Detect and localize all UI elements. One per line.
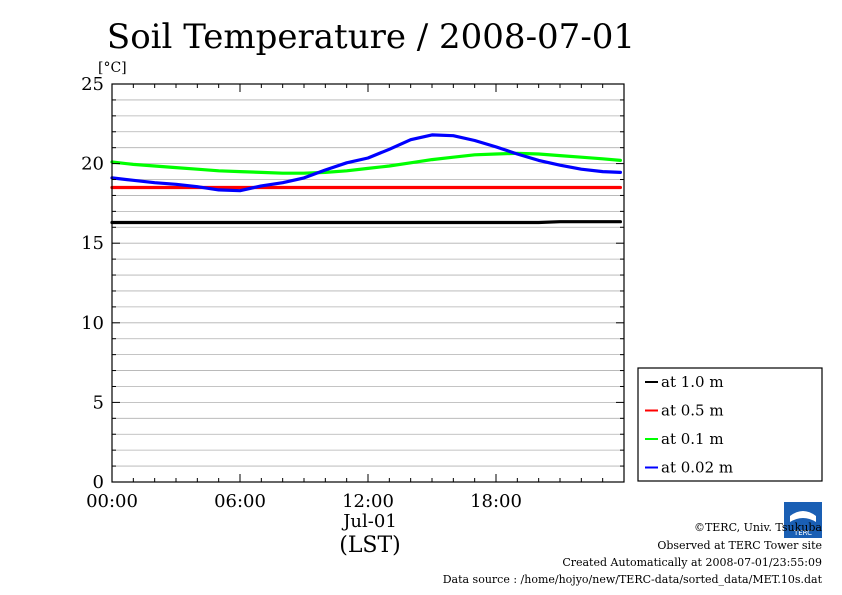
y-axis-unit: [°C] — [98, 60, 127, 76]
credit-source: Data source : /home/hojyo/new/TERC-data/… — [443, 573, 823, 586]
y-tick-label: 5 — [93, 392, 104, 413]
credit-created: Created Automatically at 2008-07-01/23:5… — [562, 556, 822, 569]
plot-frame — [111, 83, 625, 483]
x-axis-label: (LST) — [339, 533, 401, 558]
legend-label: at 0.1 m — [661, 430, 724, 448]
x-ticks: 00:00 06:00 12:00 18:00 — [86, 84, 625, 512]
legend-label: at 0.02 m — [661, 459, 733, 477]
x-date-label: Jul-01 — [341, 511, 397, 532]
y-ticks: 0 5 10 15 20 25 — [81, 74, 624, 493]
series-line — [110, 133, 623, 193]
chart-title: Soil Temperature / 2008-07-01 — [107, 17, 635, 57]
y-tick-label: 25 — [81, 74, 104, 95]
grid — [112, 99, 624, 467]
legend-label: at 1.0 m — [661, 373, 724, 391]
series-group — [110, 133, 623, 225]
x-tick-label: 18:00 — [470, 491, 522, 512]
x-tick-label: 12:00 — [342, 491, 394, 512]
x-tick-label: 06:00 — [214, 491, 266, 512]
legend: at 1.0 m at 0.5 m at 0.1 m at 0.02 m — [637, 367, 823, 482]
wave-icon — [790, 511, 816, 522]
legend-label: at 0.5 m — [661, 402, 724, 420]
legend-box — [637, 367, 823, 482]
credit-copyright: ©TERC, Univ. Tsukuba — [694, 521, 822, 534]
credit-site: Observed at TERC Tower site — [657, 539, 822, 552]
y-tick-label: 10 — [81, 313, 104, 334]
y-tick-label: 0 — [93, 472, 104, 493]
series-line — [110, 151, 623, 175]
terc-logo: TERC — [784, 502, 822, 538]
y-tick-label: 20 — [81, 154, 104, 175]
x-tick-label: 00:00 — [86, 491, 138, 512]
series-line — [110, 220, 623, 225]
y-tick-label: 15 — [81, 233, 104, 254]
terc-logo-text: TERC — [793, 529, 812, 537]
